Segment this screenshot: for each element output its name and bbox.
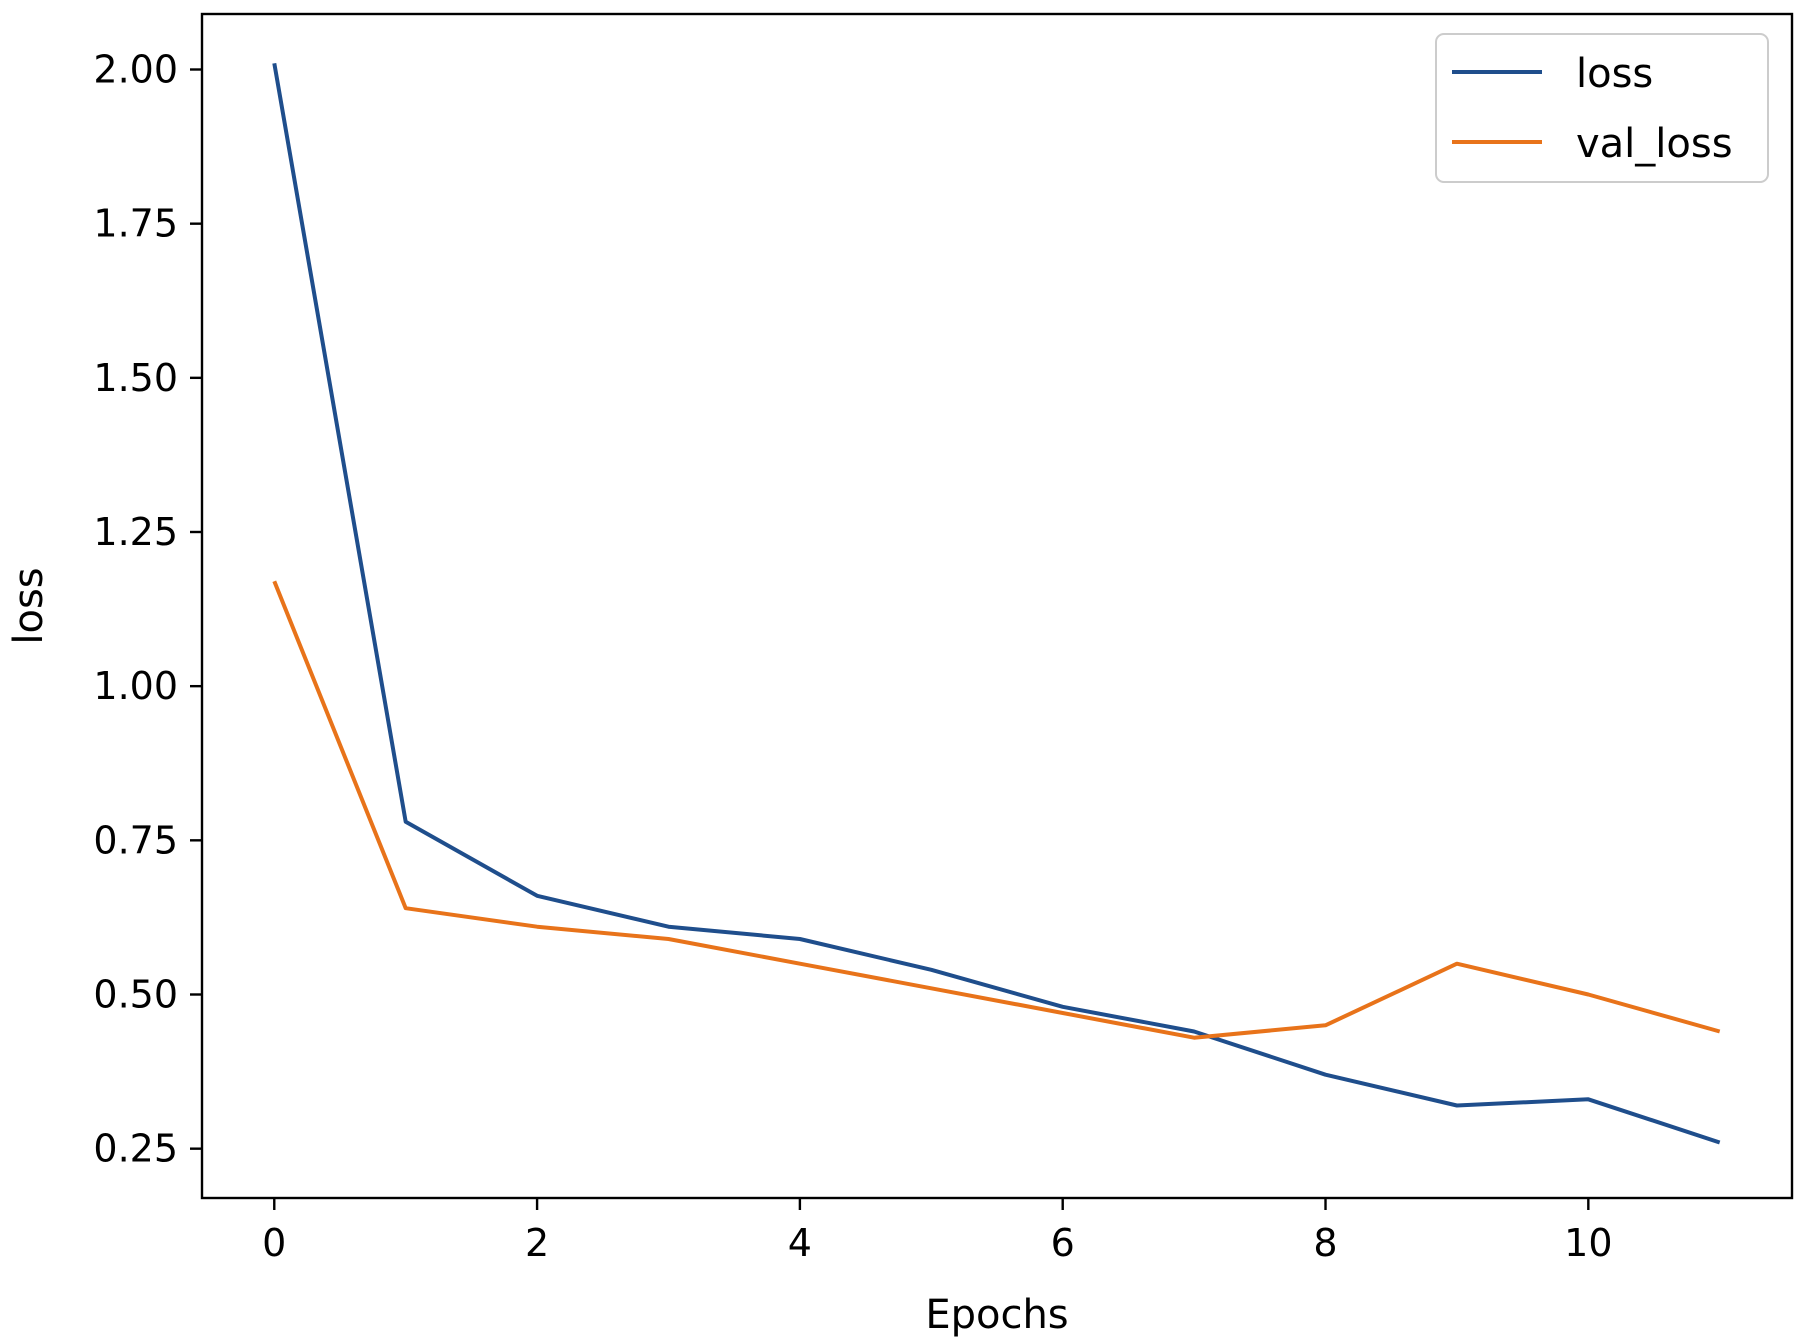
x-tick-label: 10 xyxy=(1564,1221,1612,1265)
y-axis-title: loss xyxy=(6,567,52,644)
x-tick-label: 4 xyxy=(788,1221,812,1265)
legend: loss val_loss xyxy=(1435,33,1769,183)
y-tick-label: 0.25 xyxy=(93,1127,178,1171)
x-tick-label: 2 xyxy=(525,1221,549,1265)
x-axis-ticks: 0 2 4 6 8 10 xyxy=(262,1198,1613,1265)
y-tick-label: 1.50 xyxy=(93,356,178,400)
y-axis-ticks: 0.25 0.50 0.75 1.00 1.25 1.50 1.75 2.00 xyxy=(93,48,202,1171)
y-tick-label: 1.75 xyxy=(93,202,178,246)
y-tick-label: 2.00 xyxy=(93,48,178,92)
plot-area xyxy=(200,12,1794,1200)
x-tick-label: 6 xyxy=(1051,1221,1075,1265)
x-tick-label: 0 xyxy=(262,1221,286,1265)
y-tick-label: 0.50 xyxy=(93,973,178,1017)
legend-label-loss: loss xyxy=(1576,51,1653,97)
legend-label-val-loss: val_loss xyxy=(1576,121,1733,167)
x-tick-label: 8 xyxy=(1313,1221,1337,1265)
y-tick-label: 0.75 xyxy=(93,818,178,862)
series-line-loss xyxy=(272,62,1721,1145)
x-axis-title: Epochs xyxy=(925,1292,1068,1338)
series-layer xyxy=(272,62,1721,1145)
series-line-val-loss xyxy=(272,580,1721,1040)
y-tick-label: 1.00 xyxy=(93,664,178,708)
y-tick-label: 1.25 xyxy=(93,510,178,554)
